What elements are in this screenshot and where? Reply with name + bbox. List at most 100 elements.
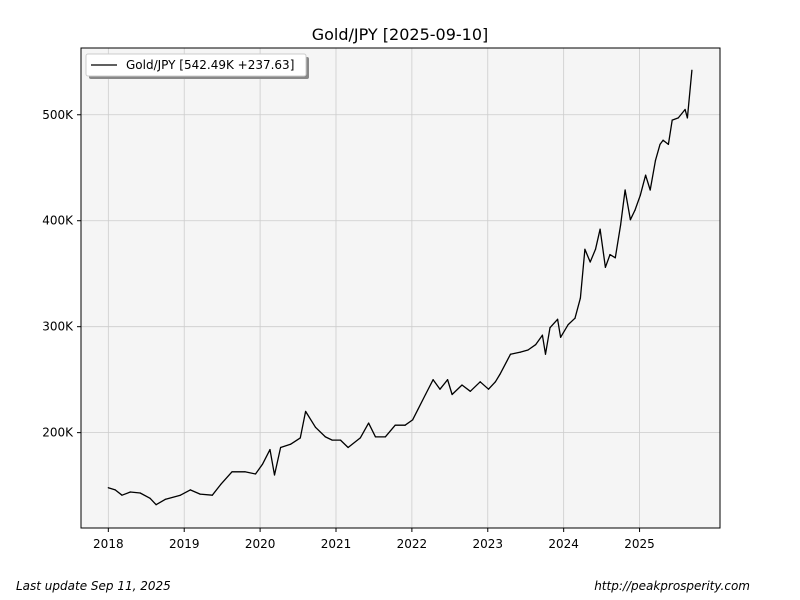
data-point bbox=[684, 108, 686, 111]
data-point bbox=[220, 483, 222, 486]
data-point bbox=[509, 353, 512, 355]
data-point bbox=[439, 388, 441, 390]
data-point bbox=[314, 426, 317, 428]
data-point bbox=[359, 437, 361, 439]
data-point bbox=[384, 436, 386, 438]
legend-box bbox=[85, 53, 307, 77]
data-point bbox=[659, 143, 661, 146]
last-update-note: Last update Sep 11, 2025 bbox=[16, 579, 171, 593]
data-point bbox=[461, 384, 463, 386]
data-point bbox=[634, 209, 636, 211]
grid bbox=[81, 48, 720, 528]
data-point bbox=[584, 248, 586, 250]
chart-title: Gold/JPY [2025-09-10] bbox=[312, 25, 489, 44]
data-point bbox=[347, 446, 349, 449]
data-point bbox=[432, 379, 434, 381]
data-point bbox=[671, 119, 673, 121]
data-point bbox=[164, 498, 166, 500]
data-point bbox=[368, 422, 370, 424]
plot-area bbox=[81, 48, 720, 528]
data-point bbox=[305, 410, 307, 413]
data-point bbox=[479, 381, 481, 383]
data-point bbox=[624, 189, 626, 191]
data-point bbox=[424, 393, 427, 396]
x-tick-label: 2024 bbox=[548, 537, 579, 551]
data-point bbox=[404, 424, 406, 426]
data-point bbox=[394, 424, 396, 426]
y-tick-label: 400K bbox=[42, 214, 74, 228]
data-point bbox=[129, 491, 131, 493]
x-tick-label: 2022 bbox=[397, 537, 428, 551]
y-tick-label: 500K bbox=[42, 108, 74, 122]
data-point bbox=[299, 437, 301, 439]
data-point bbox=[541, 334, 544, 336]
data-point bbox=[451, 393, 453, 396]
x-tick-label: 2021 bbox=[321, 537, 352, 551]
data-point bbox=[544, 353, 547, 355]
data-point bbox=[534, 344, 537, 346]
data-point bbox=[339, 439, 342, 441]
data-point bbox=[589, 261, 591, 263]
legend-label: Gold/JPY [542.49K +237.63] bbox=[126, 58, 294, 72]
data-point bbox=[273, 474, 276, 476]
data-point bbox=[691, 69, 693, 71]
x-tick-label: 2023 bbox=[473, 537, 504, 551]
series-line-gold-jpy bbox=[108, 70, 693, 506]
data-point bbox=[499, 373, 501, 375]
x-tick-label: 2018 bbox=[93, 537, 124, 551]
data-point bbox=[599, 228, 601, 230]
data-point bbox=[279, 446, 282, 449]
data-point bbox=[556, 318, 559, 320]
data-point bbox=[374, 436, 377, 438]
data-point bbox=[594, 248, 597, 250]
data-point bbox=[261, 463, 263, 466]
data-point bbox=[604, 266, 607, 268]
data-point bbox=[686, 117, 688, 119]
data-point bbox=[579, 297, 581, 299]
data-point bbox=[254, 473, 257, 475]
data-point bbox=[677, 117, 679, 119]
data-point bbox=[417, 408, 419, 410]
data-point bbox=[519, 351, 522, 353]
data-point bbox=[244, 471, 246, 473]
data-point bbox=[149, 497, 151, 499]
data-point bbox=[121, 494, 123, 496]
data-point bbox=[107, 487, 109, 489]
data-point bbox=[269, 448, 271, 451]
data-point bbox=[231, 471, 233, 473]
data-point bbox=[331, 439, 333, 441]
data-point bbox=[199, 493, 201, 495]
data-point bbox=[574, 317, 576, 319]
data-point bbox=[667, 143, 669, 146]
data-point bbox=[494, 381, 496, 383]
data-point bbox=[567, 323, 569, 326]
data-point bbox=[211, 494, 213, 496]
data-point bbox=[662, 139, 664, 141]
y-tick-label: 300K bbox=[42, 320, 74, 334]
data-point bbox=[629, 219, 632, 221]
plot-frame bbox=[80, 47, 721, 529]
data-point bbox=[446, 379, 449, 381]
data-point bbox=[412, 419, 414, 421]
data-point bbox=[609, 254, 611, 256]
data-point bbox=[114, 489, 116, 491]
data-point bbox=[527, 349, 529, 351]
legend: Gold/JPY [542.49K +237.63] bbox=[85, 53, 309, 79]
x-tick-label: 2019 bbox=[169, 537, 200, 551]
y-tick-label: 200K bbox=[42, 426, 74, 440]
source-link[interactable]: http://peakprosperity.com bbox=[594, 579, 750, 593]
data-point bbox=[619, 224, 622, 226]
data-point bbox=[189, 489, 191, 491]
data-point bbox=[487, 388, 490, 390]
data-point bbox=[645, 174, 647, 176]
data-point bbox=[289, 443, 292, 445]
data-point bbox=[549, 327, 551, 329]
data-point bbox=[139, 492, 141, 494]
data-point bbox=[614, 257, 616, 259]
data-point bbox=[155, 504, 157, 506]
y-axis: 200K 300K 400K 500K bbox=[42, 108, 81, 440]
data-point bbox=[639, 194, 641, 196]
x-tick-label: 2020 bbox=[245, 537, 276, 551]
